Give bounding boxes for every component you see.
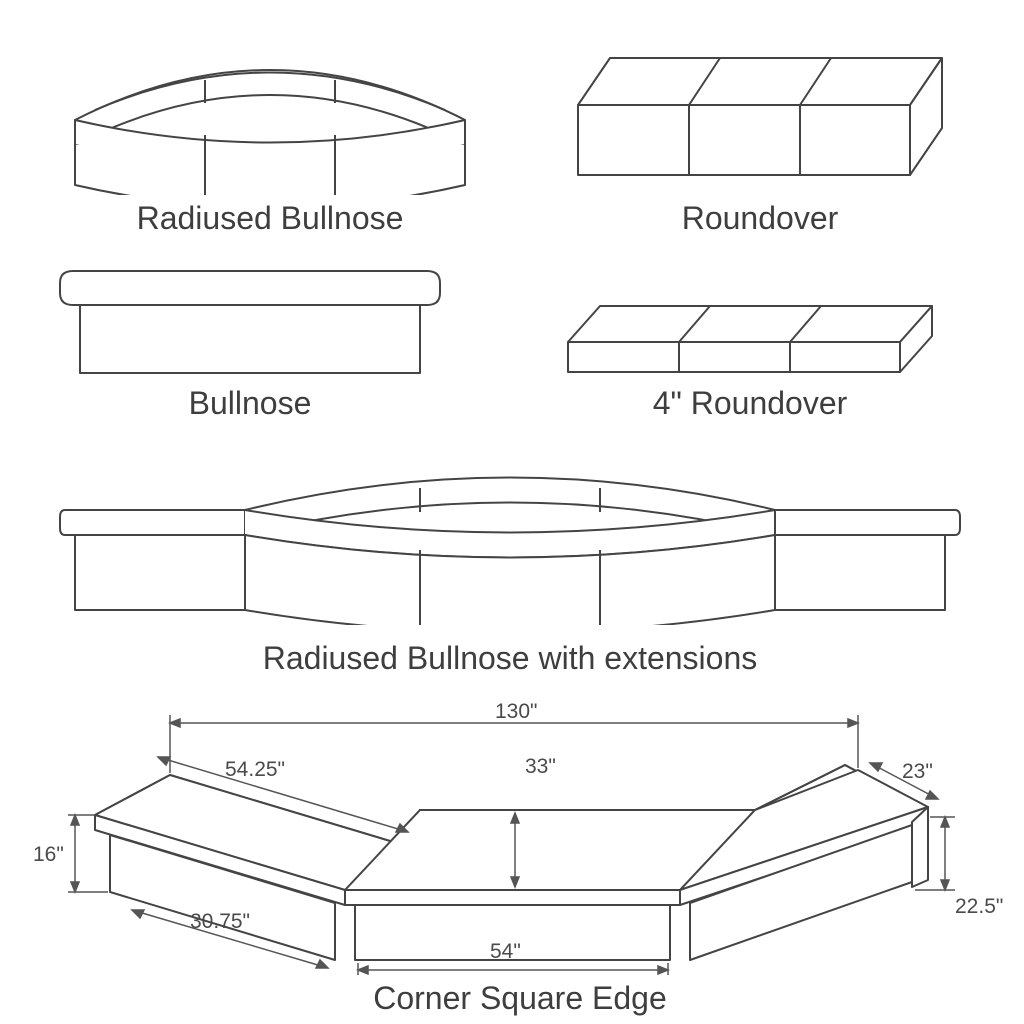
dim-5425: 54.25" (225, 758, 285, 782)
corner-square-edge-label: Corner Square Edge (340, 980, 700, 1017)
four-inch-roundover-diagram (560, 300, 940, 380)
four-inch-roundover-label: 4" Roundover (620, 385, 880, 422)
corner-square-edge-diagram (40, 695, 995, 975)
dim-54: 54" (490, 940, 521, 964)
bullnose-diagram (55, 263, 445, 381)
roundover-diagram (570, 50, 950, 185)
radiused-bullnose-label: Radiused Bullnose (100, 200, 440, 237)
dim-23: 23" (902, 760, 933, 784)
dim-225: 22.5" (955, 895, 1003, 919)
dim-33: 33" (525, 755, 556, 779)
dim-3075: 30.75" (190, 910, 250, 934)
bullnose-label: Bullnose (160, 385, 340, 422)
dim-130: 130" (495, 700, 538, 724)
radiused-bullnose-ext-diagram (55, 450, 965, 625)
radiused-bullnose-diagram (60, 30, 480, 195)
dim-16: 16" (33, 843, 64, 867)
roundover-label: Roundover (640, 200, 880, 237)
radiused-bullnose-ext-label: Radiused Bullnose with extensions (230, 640, 790, 677)
